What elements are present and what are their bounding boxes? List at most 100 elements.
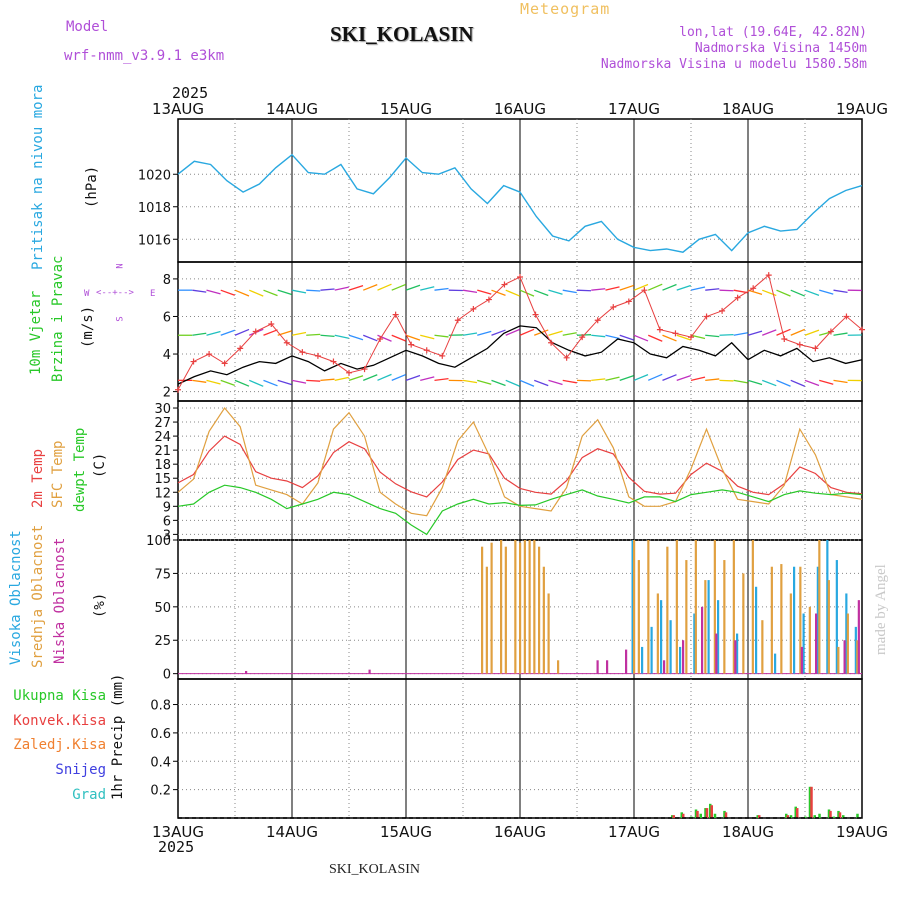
date-label-bottom: 19AUG xyxy=(836,823,888,841)
y-tick-label: 0.4 xyxy=(150,755,171,770)
wind-direction-arrow xyxy=(619,334,634,341)
conv-rain-bar xyxy=(710,805,713,818)
wind-direction-arrow xyxy=(263,379,278,387)
footer-station: SKI_KOLASIN xyxy=(329,862,420,877)
wind-direction-arrow xyxy=(391,373,406,381)
model-name: wrf-nmm_v3.9.1 e3km xyxy=(64,48,225,64)
mid-cloud-bar xyxy=(633,540,636,674)
wind-direction-arrow xyxy=(790,289,806,297)
sfc-temp-line xyxy=(177,406,863,517)
wind-gust-marker xyxy=(268,320,275,327)
mid-cloud-bar xyxy=(528,540,531,674)
y-tick-label: 3 xyxy=(163,528,171,543)
wind-direction-arrow xyxy=(391,334,406,342)
wind-direction-arrow xyxy=(562,289,577,294)
wind-direction-arrow xyxy=(505,289,521,297)
conv-rain-bar xyxy=(786,815,789,818)
low-cloud-bar xyxy=(682,640,685,674)
wind-direction-arrow xyxy=(377,373,392,381)
legend-snow: Snijeg xyxy=(55,762,106,778)
wind-gust-marker xyxy=(656,326,663,333)
high-cloud-bar xyxy=(679,646,682,674)
wind-gust-marker xyxy=(579,334,586,341)
wind-gust-marker xyxy=(672,330,679,337)
wind-gust-marker xyxy=(206,351,213,358)
wind-direction-arrow xyxy=(234,289,250,297)
model-label: Model xyxy=(66,19,109,35)
mid-cloud-bar xyxy=(694,540,697,674)
year-bottom: 2025 xyxy=(158,838,195,856)
wind-gust-marker xyxy=(532,311,539,318)
mid-cloud-bar xyxy=(519,542,522,674)
wind-gust-marker xyxy=(423,347,430,354)
wind-direction-arrow xyxy=(747,330,763,336)
wind-direction-arrow xyxy=(833,289,848,294)
wind-direction-arrow xyxy=(591,334,606,338)
wind-gust-marker xyxy=(641,287,648,294)
y-tick-label: 0.8 xyxy=(150,699,171,714)
date-label-top: 13AUG xyxy=(152,100,204,118)
wind-direction-arrow xyxy=(562,332,577,336)
date-label-top: 19AUG xyxy=(836,100,888,118)
date-label-top: 14AUG xyxy=(266,100,318,118)
wind-direction-arrow xyxy=(576,379,592,382)
wind-direction-arrow xyxy=(776,328,791,336)
date-label-top: 17AUG xyxy=(608,100,660,118)
wind-direction-arrow xyxy=(192,379,207,383)
high-cloud-bar xyxy=(793,566,796,674)
wind-direction-arrow xyxy=(248,379,264,387)
wind-direction-arrow xyxy=(263,329,278,336)
wind-direction-arrow xyxy=(306,289,321,292)
wind-direction-arrow xyxy=(662,283,677,291)
wind-gust-marker xyxy=(688,334,694,341)
wind-direction-arrow xyxy=(790,379,806,387)
date-label-bottom: 13AUG xyxy=(152,823,204,841)
axis-labels: 13AUG 13AUG 14AUG 14AUG 15AUG 15AUG 16AUG 16AUG… xyxy=(138,100,888,841)
high-cloud-bar xyxy=(802,613,805,674)
date-label-bottom: 18AUG xyxy=(722,823,774,841)
wind-direction-arrow xyxy=(605,376,620,381)
wind-direction-arrow xyxy=(776,379,791,387)
wind-direction-arrow xyxy=(363,374,378,381)
year-top: 2025 xyxy=(172,84,209,102)
low-cloud-bar xyxy=(245,670,248,674)
wind-gust-marker xyxy=(610,304,617,311)
mid-cloud-bar xyxy=(547,593,550,674)
wind-direction-arrow xyxy=(719,379,734,382)
low-cloud-bar xyxy=(857,600,860,674)
wind-direction-arrow xyxy=(519,328,535,336)
wind-direction-arrow xyxy=(776,289,791,297)
y-tick-label: 1016 xyxy=(138,233,171,248)
conv-rain-bar xyxy=(705,808,709,818)
wind-direction-arrow xyxy=(462,379,478,384)
wind-gust-marker xyxy=(765,272,772,279)
wind-direction-arrow xyxy=(491,289,506,296)
wind-gust-marker xyxy=(221,360,228,367)
wind-direction-arrow xyxy=(676,375,691,381)
wind-direction-arrow xyxy=(619,284,634,291)
date-label-bottom: 14AUG xyxy=(266,823,318,841)
wind-direction-arrow xyxy=(705,288,720,291)
wind-direction-arrow xyxy=(690,376,706,381)
legend-hail: Grad xyxy=(72,787,106,803)
mid-cloud-bar xyxy=(770,566,773,674)
wind-direction-arrow xyxy=(833,379,848,384)
wind-gust-marker xyxy=(392,311,399,318)
wind-gust-marker xyxy=(252,328,259,335)
y-tick-label: 9 xyxy=(163,500,171,515)
wind-direction-arrow xyxy=(705,334,720,338)
wind-gust-marker xyxy=(175,386,181,393)
wind-direction-arrow xyxy=(306,333,321,336)
wind-direction-arrow xyxy=(662,374,677,381)
wind-gust-marker xyxy=(408,341,415,348)
total-rain-bar xyxy=(713,813,717,818)
y-tick-label: 100 xyxy=(146,534,171,549)
total-rain-bar xyxy=(818,813,821,818)
total-rain-bar xyxy=(671,815,674,818)
high-cloud-bar xyxy=(854,626,857,674)
dewpt-line xyxy=(177,484,863,536)
wind-direction-arrow xyxy=(206,330,221,336)
meteogram-label: Meteogram xyxy=(520,0,611,18)
low-cloud-bar xyxy=(606,660,609,674)
wind-direction-arrow xyxy=(519,379,535,387)
